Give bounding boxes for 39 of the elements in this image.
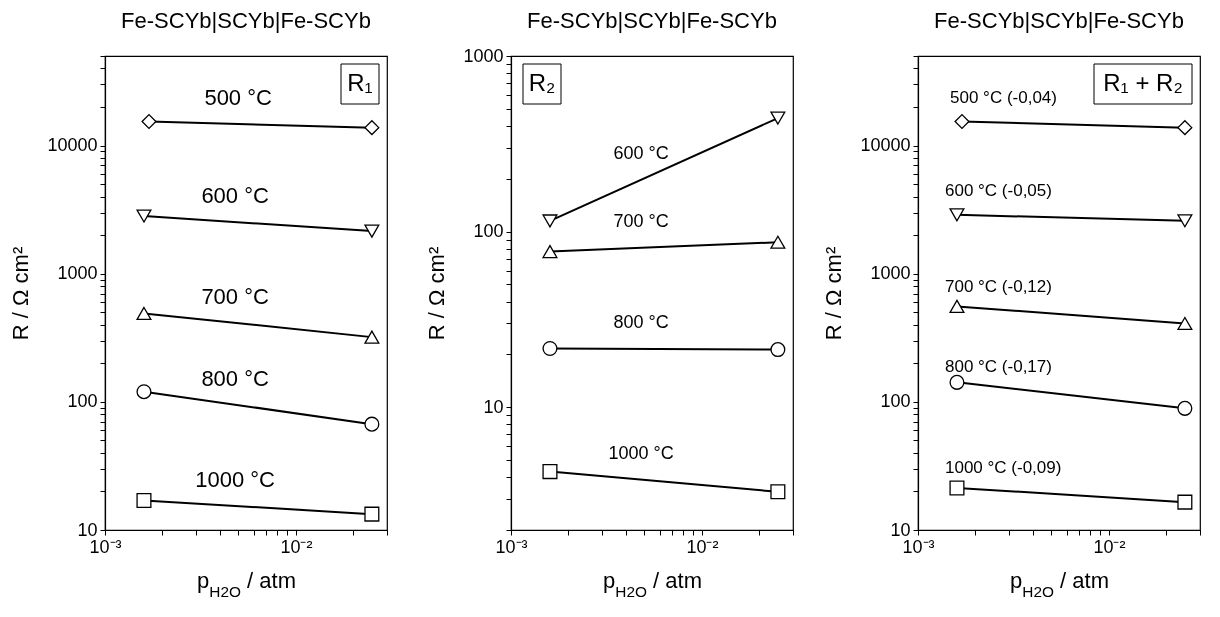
x-axis-title: p$_{H2O}$ / atm <box>1010 567 1109 599</box>
series-label: 800 °C <box>613 311 669 332</box>
series-label: 700 °C <box>613 210 669 231</box>
series-label: 1000 °C (-0,09) <box>944 457 1062 477</box>
annotation: R₂ <box>528 69 556 96</box>
y-tick-label: 10 <box>483 396 504 417</box>
y-tick-label: 1000 <box>57 263 98 284</box>
chart-title: Fe-SCYb|SCYb|Fe-SCYb <box>121 8 371 33</box>
series-label: 800 °C <box>201 365 269 391</box>
y-tick-label: 100 <box>880 391 911 412</box>
series-label: 500 °C (-0,04) <box>950 87 1057 107</box>
x-tick-label: 10⁻³ <box>495 536 528 557</box>
x-tick-label: 10⁻² <box>280 536 313 557</box>
series-label: 1000 °C <box>608 442 674 463</box>
series-label: 700 °C (-0,12) <box>944 277 1052 297</box>
chart-title: Fe-SCYb|SCYb|Fe-SCYb <box>527 8 777 33</box>
y-tick-label: 100 <box>67 391 98 412</box>
series-label: 800 °C (-0,17) <box>944 356 1052 376</box>
y-axis-title: R / Ω cm² <box>424 246 450 341</box>
y-axis-title: R / Ω cm² <box>8 246 34 341</box>
x-tick-label: 10⁻² <box>686 536 719 557</box>
y-axis-title: R / Ω cm² <box>821 246 847 341</box>
x-axis-title: p$_{H2O}$ / atm <box>603 567 702 599</box>
x-axis-title: p$_{H2O}$ / atm <box>197 567 296 599</box>
annotation: R₁ + R₂ <box>1103 69 1183 96</box>
series-label: 600 °C <box>201 183 269 209</box>
series-label: 700 °C <box>201 283 269 309</box>
y-tick-label: 1000 <box>463 45 504 66</box>
y-tick-label: 10000 <box>860 135 911 156</box>
y-tick-label: 1000 <box>870 263 911 284</box>
series-label: 600 °C <box>613 142 669 163</box>
y-tick-label: 10000 <box>47 135 98 156</box>
annotation: R₁ <box>347 69 373 96</box>
x-tick-label: 10⁻² <box>1093 536 1126 557</box>
y-tick-label: 100 <box>473 221 504 242</box>
series-label: 500 °C <box>204 84 273 110</box>
chart-title: Fe-SCYb|SCYb|Fe-SCYb <box>934 8 1184 33</box>
series-label: 600 °C (-0,05) <box>944 181 1052 201</box>
series-label: 1000 °C <box>195 466 276 492</box>
